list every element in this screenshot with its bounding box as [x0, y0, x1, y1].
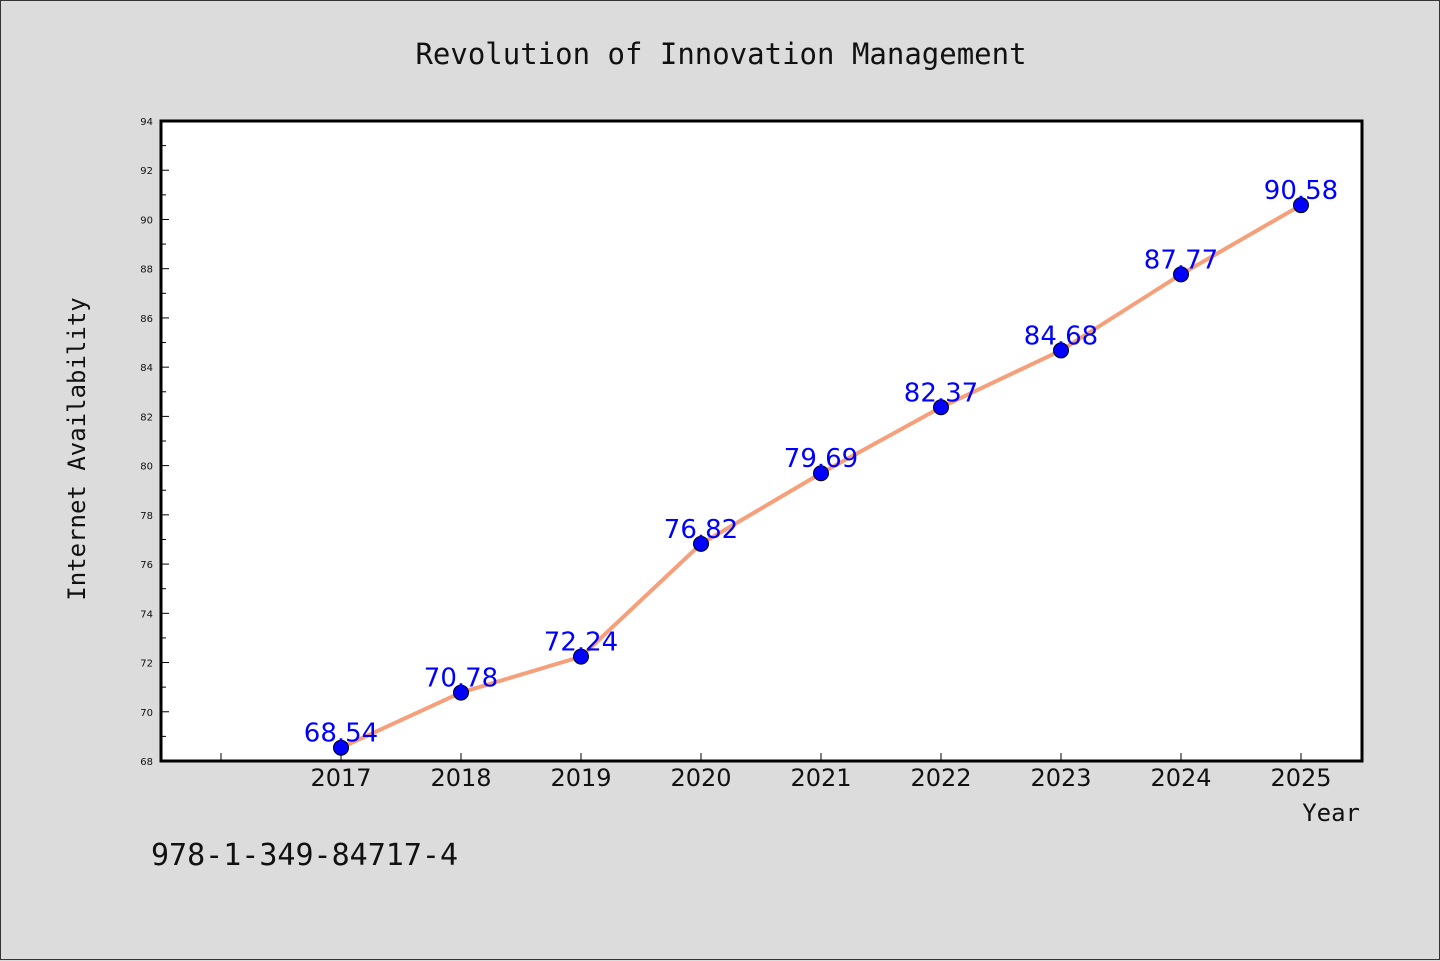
x-tick-label: 2025 — [1270, 764, 1331, 792]
data-label: 90.58 — [1264, 176, 1338, 206]
y-tick-label: 76 — [140, 560, 153, 571]
y-tick-label: 80 — [140, 462, 153, 473]
x-tick-label: 2017 — [310, 764, 371, 792]
data-label: 79.69 — [784, 444, 858, 474]
y-tick-label: 78 — [140, 511, 153, 522]
data-label: 76.82 — [664, 515, 738, 545]
y-tick-label: 82 — [140, 412, 153, 423]
x-tick-label: 2021 — [790, 764, 851, 792]
data-point-marker — [1173, 266, 1189, 283]
y-tick-label: 86 — [140, 314, 153, 325]
data-point-marker — [573, 648, 589, 665]
isbn-footnote: 978-1-349-84717-4 — [151, 838, 458, 873]
y-tick-label: 68 — [140, 757, 153, 768]
data-label: 84.68 — [1024, 321, 1098, 351]
plot-area — [159, 119, 1364, 763]
y-tick-label: 70 — [140, 708, 153, 719]
y-axis-label: Internet Availability — [63, 297, 91, 600]
data-label: 82.37 — [904, 378, 978, 408]
x-axis-label: Year — [1302, 799, 1360, 827]
chart-title: Revolution of Innovation Management — [415, 37, 1026, 71]
y-tick-label: 72 — [140, 659, 153, 670]
x-tick-label: 2018 — [430, 764, 491, 792]
data-label: 87.77 — [1144, 245, 1218, 275]
data-label: 72.24 — [544, 628, 618, 658]
data-label-layer: 68.54 70.78 72.24 76.82 79.69 82.37 84.68 87.77… — [304, 176, 1338, 749]
data-point-marker — [453, 684, 469, 701]
y-tick-label: 92 — [140, 166, 153, 177]
data-point-marker — [1293, 197, 1309, 214]
y-axis: 68 70 72 74 76 78 80 82 84 86 88 90 92 94 — [140, 117, 169, 768]
x-tick-label: 2023 — [1030, 764, 1091, 792]
y-tick-label: 74 — [140, 609, 153, 620]
y-tick-label: 90 — [140, 215, 153, 226]
data-point-marker — [933, 399, 949, 416]
data-label: 70.78 — [424, 664, 498, 694]
x-tick-label: 2024 — [1150, 764, 1211, 792]
x-tick-label: 2019 — [550, 764, 611, 792]
x-tick-label: 2020 — [670, 764, 731, 792]
data-label: 68.54 — [304, 719, 378, 749]
data-point-marker — [1053, 342, 1069, 359]
y-tick-label: 94 — [140, 117, 153, 128]
data-point-marker — [333, 739, 349, 756]
data-point-marker — [693, 535, 709, 552]
data-point-marker — [813, 465, 829, 482]
x-tick-label: 2022 — [910, 764, 971, 792]
y-tick-label: 88 — [140, 265, 153, 276]
y-tick-label: 84 — [140, 363, 153, 374]
x-axis: 2017 2018 2019 2020 2021 2022 2023 2024 2025 — [220, 753, 1332, 792]
series-line-layer — [333, 197, 1309, 756]
